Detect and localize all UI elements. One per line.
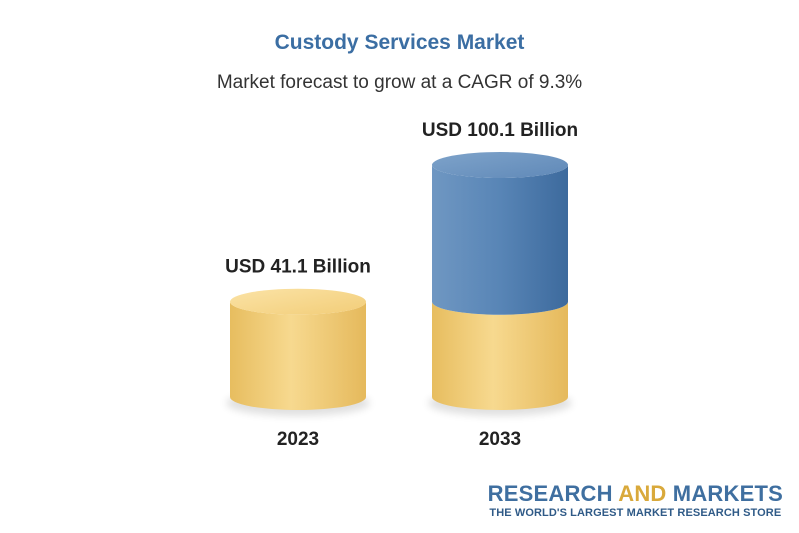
category-label-2033: 2033 [479, 429, 521, 450]
brand-tagline: THE WORLD'S LARGEST MARKET RESEARCH STOR… [489, 507, 782, 519]
cylinder-top-2023 [230, 288, 366, 315]
chart-title: Custody Services Market [274, 31, 525, 54]
cylinder-base-2023 [230, 301, 366, 410]
category-label-2023: 2023 [277, 429, 319, 450]
brand-part-research: RESEARCH [487, 481, 619, 506]
brand-part-markets: MARKETS [666, 481, 783, 506]
cylinder-top-2033 [432, 152, 568, 178]
data-label-2023: USD 41.1 Billion [225, 257, 371, 278]
brand-part-and: AND [618, 481, 667, 506]
brand-name: RESEARCH AND MARKETS [488, 482, 783, 506]
brand-logo: RESEARCH AND MARKETS THE WORLD'S LARGEST… [488, 482, 783, 520]
chart-subtitle: Market forecast to grow at a CAGR of 9.3… [216, 72, 583, 93]
data-label-2033: USD 100.1 Billion [422, 120, 578, 141]
cylinder-growth-2033 [432, 165, 568, 315]
cylinder-base-2033 [432, 301, 568, 410]
